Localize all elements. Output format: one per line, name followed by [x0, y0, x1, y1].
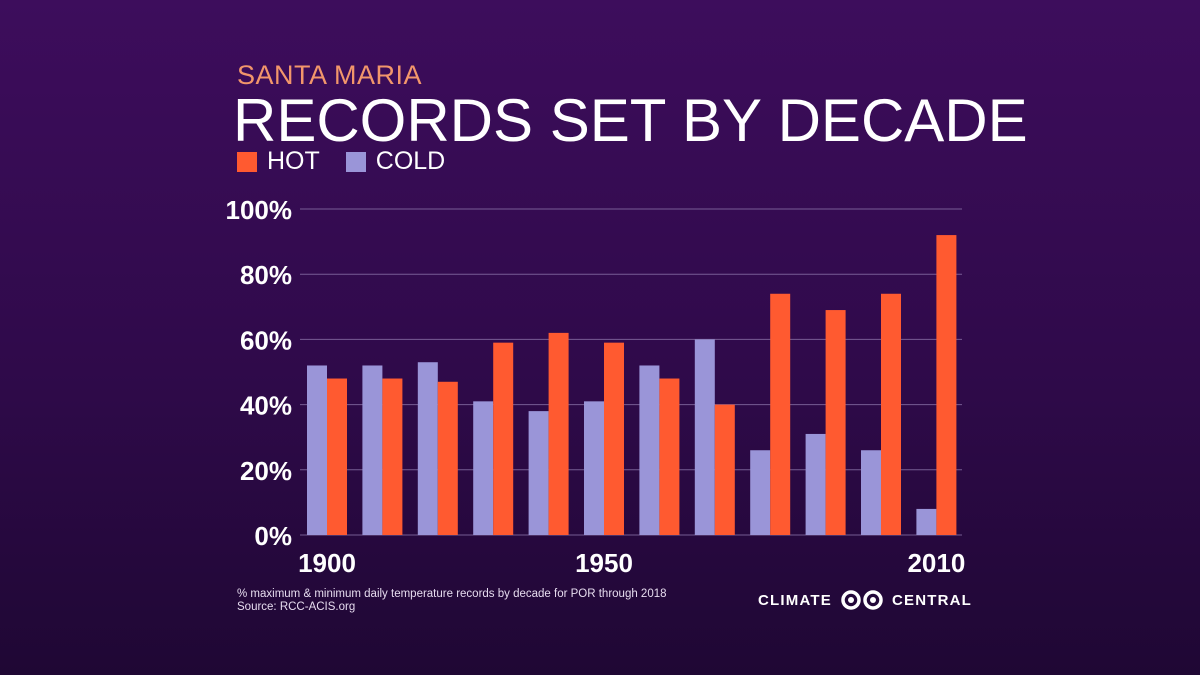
brand-word-climate: CLIMATE	[758, 591, 832, 609]
bar-hot-2000	[881, 293, 901, 535]
y-tick-label: 0%	[254, 521, 292, 551]
chart-title: RECORDS SET BY DECADE	[233, 87, 1028, 154]
legend-item-cold: COLD	[345, 147, 446, 176]
source-text: Source: RCC-ACIS.org	[237, 601, 356, 613]
bar-hot-1990	[825, 310, 846, 535]
bar-cold-1900	[307, 365, 327, 535]
bar-hot-1910	[382, 378, 403, 535]
y-tick-label: 60%	[240, 325, 292, 355]
bar-cold-1930	[473, 401, 494, 535]
brand-word-central: CENTRAL	[891, 591, 973, 609]
y-tick-label: 80%	[240, 260, 292, 290]
bar-hot-1930	[493, 342, 514, 535]
bar-cold-2000	[861, 450, 881, 535]
bar-hot-1940	[548, 332, 569, 535]
y-tick-label: 100%	[226, 195, 293, 225]
chart-subtitle: SANTA MARIA	[237, 60, 423, 90]
bar-cold-1950	[584, 401, 604, 535]
bar-hot-1960	[659, 378, 680, 535]
bar-hot-1950	[604, 342, 624, 535]
bar-cold-1970	[694, 339, 715, 535]
climate-central-logo: CLIMATE CENTRAL	[758, 590, 972, 610]
x-tick-label: 2010	[907, 548, 965, 578]
x-tick-label: 1950	[575, 548, 633, 578]
legend-swatch-cold	[345, 151, 366, 172]
bar-cold-1920	[417, 362, 438, 535]
x-tick-label: 1900	[298, 548, 356, 578]
bar-cold-1940	[528, 411, 549, 535]
bar-cold-1980	[750, 450, 771, 535]
legend-label-hot: HOT	[267, 147, 320, 175]
y-tick-label: 20%	[240, 456, 292, 486]
bar-hot-1920	[437, 381, 458, 535]
bar-cold-2010	[916, 508, 937, 535]
bar-hot-1900	[327, 378, 347, 535]
bar-hot-1970	[714, 404, 735, 535]
legend-swatch-hot	[237, 151, 257, 172]
bar-hot-2010	[936, 235, 957, 535]
brand-rings-icon	[841, 590, 883, 610]
y-tick-label: 40%	[240, 391, 292, 421]
legend-item-hot: HOT	[237, 147, 320, 176]
footnote-text: % maximum & minimum daily temperature re…	[237, 588, 667, 600]
footnote: % maximum & minimum daily temperature re…	[237, 588, 667, 614]
bar-cold-1910	[362, 365, 383, 535]
bar-hot-1980	[770, 293, 791, 535]
bar-cold-1960	[639, 365, 660, 535]
legend: HOT COLD	[237, 147, 471, 176]
bar-cold-1990	[805, 433, 826, 535]
legend-label-cold: COLD	[375, 147, 446, 175]
